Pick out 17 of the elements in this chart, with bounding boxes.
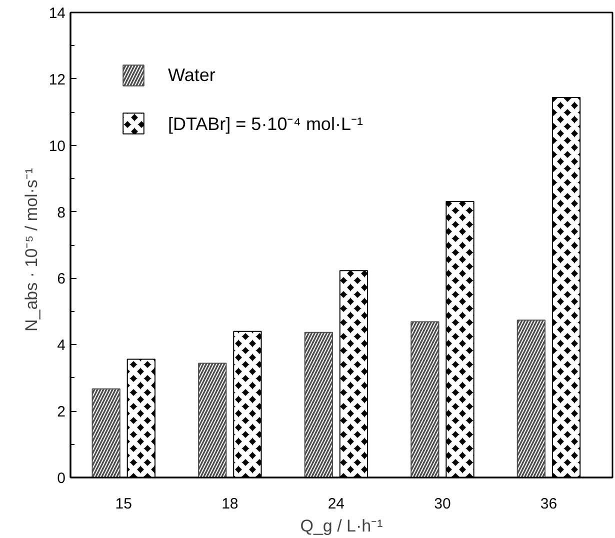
y-tick-label: 10 (48, 138, 66, 155)
y-axis-title: N_abs · 10⁻⁵ / mol·s⁻¹ (22, 168, 41, 332)
y-tick-label: 8 (57, 204, 66, 222)
y-tick-label: 0 (57, 470, 66, 487)
x-tick-label: 15 (115, 496, 132, 512)
x-tick-label: 24 (328, 496, 345, 512)
y-tick-label: 4 (57, 337, 66, 354)
x-axis-title: Q_g / L·h⁻¹ (300, 516, 384, 536)
legend-label: [DTABr] = 5·10⁻⁴ mol·L⁻¹ (168, 113, 363, 135)
y-tick-label: 14 (48, 5, 66, 22)
x-tick-label: 36 (540, 496, 558, 512)
x-tick-label: 18 (222, 496, 238, 512)
x-tick-label: 30 (434, 496, 451, 512)
y-tick-label: 6 (57, 270, 66, 288)
y-tick-label: 12 (48, 71, 66, 88)
legend-label: Water (168, 64, 216, 86)
y-tick-label: 2 (57, 404, 66, 421)
